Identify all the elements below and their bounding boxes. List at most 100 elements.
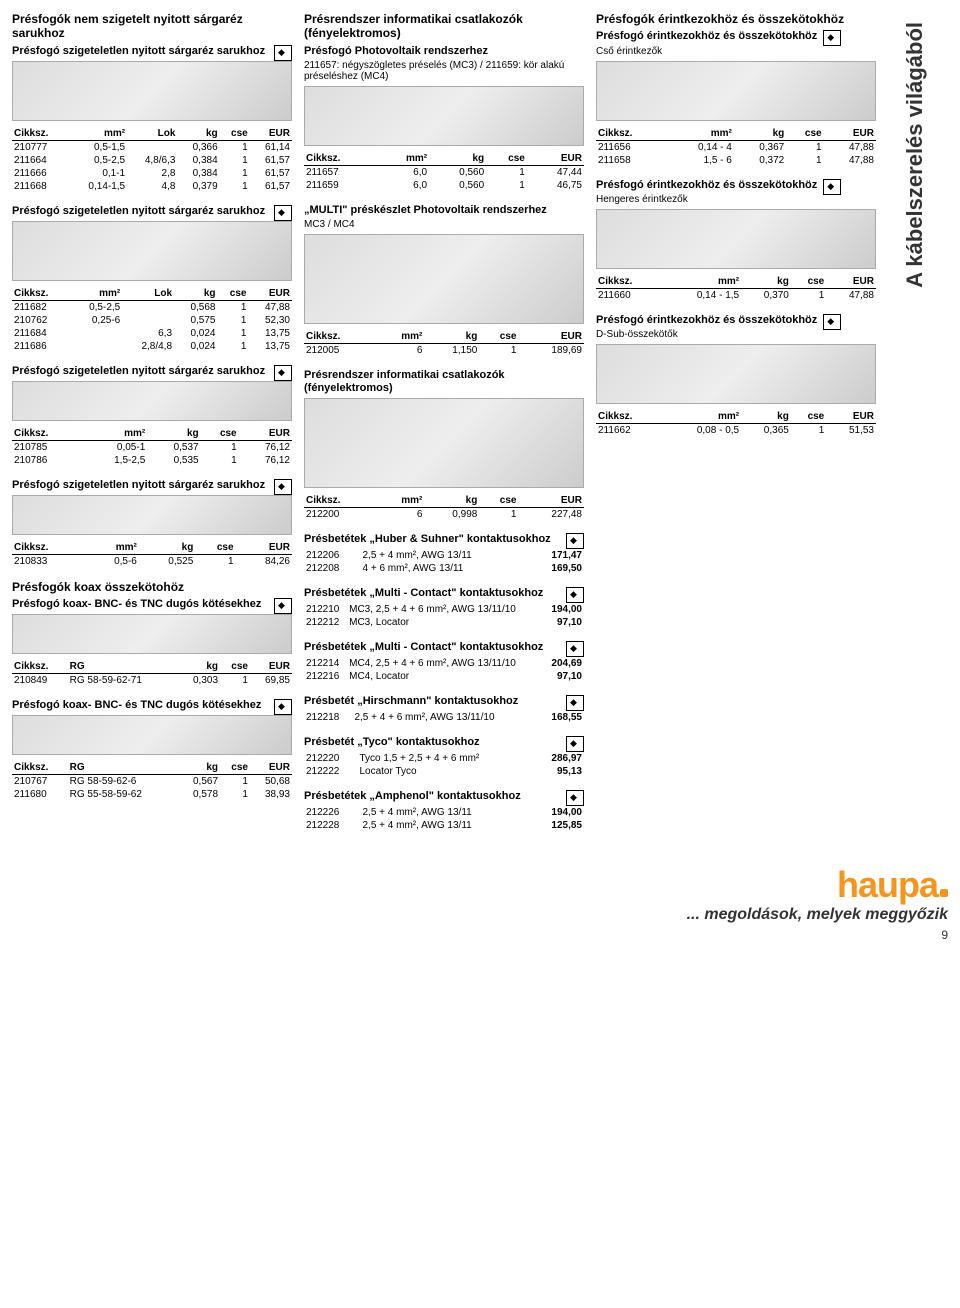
page-columns: Présfogók nem szigetelt nyitott sárgaréz…: [12, 12, 948, 844]
cell: Tyco 1,5 + 2,5 + 4 + 6 mm²: [357, 752, 534, 765]
c2-s4-title: Présbetétek „Huber & Suhner" kontaktusok…: [304, 533, 560, 546]
cell: 210762: [12, 314, 70, 327]
cell: 227,48: [518, 507, 584, 521]
column-1: Présfogók nem szigetelt nyitott sárgaréz…: [12, 12, 292, 844]
cell: 0,024: [174, 327, 217, 340]
c2-s5-title: Présbetétek „Multi - Contact" kontaktuso…: [304, 587, 560, 600]
sidebar: A kábelszerelés világából: [888, 12, 928, 844]
cell: 1: [195, 554, 235, 568]
c2-block5: Présbetétek „Multi - Contact" kontaktuso…: [304, 587, 584, 629]
c2-t4: 2122062,5 + 4 mm², AWG 13/11171,47212208…: [304, 549, 584, 575]
cell: 212005: [304, 344, 377, 358]
c3-s3-title: Présfogó érintkezokhöz és összekötokhöz: [596, 314, 817, 327]
th: Cikksz.: [12, 427, 83, 441]
cell: RG 58-59-62-71: [68, 674, 178, 688]
c2-t1: Cikksz. mm² kg cse EUR 2116576,00,560147…: [304, 152, 584, 192]
logo-text: haupa: [837, 864, 938, 905]
table-row: 2116560,14 - 40,367147,88: [596, 140, 876, 154]
cell: 1: [218, 300, 249, 314]
table-row: 2107770,5-1,50,366161,14: [12, 140, 292, 154]
th: cse: [791, 275, 826, 289]
c2-t8: 212220Tyco 1,5 + 2,5 + 4 + 6 mm²286,9721…: [304, 752, 584, 778]
cell: 211684: [12, 327, 70, 340]
th: EUR: [518, 494, 584, 508]
th: kg: [741, 410, 791, 424]
cell: 211668: [12, 180, 68, 193]
c3-s1-sub: Cső érintkezők: [596, 46, 817, 57]
cell: 47,88: [248, 300, 292, 314]
symbol-icon: [566, 587, 584, 603]
c2-block7: Présbetét „Hirschmann" kontaktusokhoz 21…: [304, 695, 584, 724]
cell: 1: [486, 165, 527, 179]
table-row: 2122262,5 + 4 mm², AWG 13/11194,00: [304, 806, 584, 819]
th: EUR: [239, 427, 292, 441]
table-row: 2107861,5-2,50,535176,12: [12, 454, 292, 467]
table-row: 2122182,5 + 4 + 6 mm², AWG 13/11/10168,5…: [304, 711, 584, 724]
cell: 1: [220, 140, 250, 154]
c3-s2-title: Présfogó érintkezokhöz és összekötokhöz: [596, 179, 817, 192]
table-row: 2116576,00,560147,44: [304, 165, 584, 179]
symbol-icon: [274, 205, 292, 221]
cell: 0,08 - 0,5: [662, 423, 741, 437]
table-row: 2116862,8/4,80,024113,75: [12, 340, 292, 353]
c3-t3: Cikksz. mm² kg cse EUR 2116620,08 - 0,50…: [596, 410, 876, 437]
cell: 0,578: [178, 788, 220, 801]
col1-heading: Présfogók nem szigetelt nyitott sárgaréz…: [12, 12, 292, 41]
table-row: 21200561,1501189,69: [304, 344, 584, 358]
th: Cikksz.: [596, 410, 662, 424]
product-image: [304, 234, 584, 324]
table-row: 2116820,5-2,50,568147,88: [12, 300, 292, 314]
c2-t9: 2122262,5 + 4 mm², AWG 13/11194,00212228…: [304, 806, 584, 832]
th: Cikksz.: [12, 287, 70, 301]
c1-t4: Cikksz. mm² kg cse EUR 2108330,5-60,5251…: [12, 541, 292, 568]
th: kg: [429, 152, 486, 166]
th: cse: [220, 660, 250, 674]
th: Cikksz.: [304, 330, 377, 344]
c2-t3: Cikksz. mm² kg cse EUR 21220060,9981227,…: [304, 494, 584, 521]
col2-heading: Présrendszer informatikai csatlakozók (f…: [304, 12, 584, 41]
cell: 6,0: [380, 179, 429, 192]
c3-s3-sub: D-Sub-összekötők: [596, 329, 817, 340]
cell: 47,44: [527, 165, 584, 179]
th: kg: [147, 427, 200, 441]
cell: 210785: [12, 440, 83, 454]
cell: 1,150: [424, 344, 479, 358]
cell: 61,57: [250, 167, 292, 180]
cell: 0,998: [424, 507, 479, 521]
c1-t2: Cikksz. mm² Lok kg cse EUR 2116820,5-2,5…: [12, 287, 292, 353]
th: cse: [479, 494, 518, 508]
cell: 0,024: [174, 340, 217, 353]
symbol-icon: [566, 695, 584, 711]
cell: 211662: [596, 423, 662, 437]
cell: 212228: [304, 819, 361, 832]
product-image: [12, 61, 292, 121]
cell: 0,568: [174, 300, 217, 314]
cell: 0,05-1: [83, 440, 148, 454]
cell: 212206: [304, 549, 361, 562]
th: EUR: [527, 152, 584, 166]
th: mm²: [662, 410, 741, 424]
c1-block2: Présfogó szigeteletlen nyitott sárgaréz …: [12, 205, 292, 353]
c2-block2: „MULTI" préskészlet Photovoltaik rendsze…: [304, 204, 584, 357]
product-image: [12, 221, 292, 281]
cell: [122, 314, 174, 327]
th: mm²: [70, 287, 123, 301]
c1-block1: Présfogó szigeteletlen nyitott sárgaréz …: [12, 45, 292, 193]
cell: 0,525: [139, 554, 195, 568]
logo-dot-icon: [940, 889, 948, 897]
cell: 0,14-1,5: [68, 180, 127, 193]
th: EUR: [250, 660, 292, 674]
th: mm²: [377, 330, 425, 344]
th: mm²: [68, 127, 127, 141]
product-image: [304, 86, 584, 146]
cell: 2,5 + 4 mm², AWG 13/11: [361, 806, 532, 819]
cell: 2,8/4,8: [122, 340, 174, 353]
cell: Locator Tyco: [357, 765, 534, 778]
c2-block3: Présrendszer informatikai csatlakozók (f…: [304, 369, 584, 520]
th: kg: [734, 127, 786, 141]
cell: 0,384: [177, 167, 219, 180]
cell: [122, 300, 174, 314]
th: EUR: [518, 330, 584, 344]
th: Cikksz.: [596, 275, 662, 289]
cell: 212212: [304, 616, 347, 629]
